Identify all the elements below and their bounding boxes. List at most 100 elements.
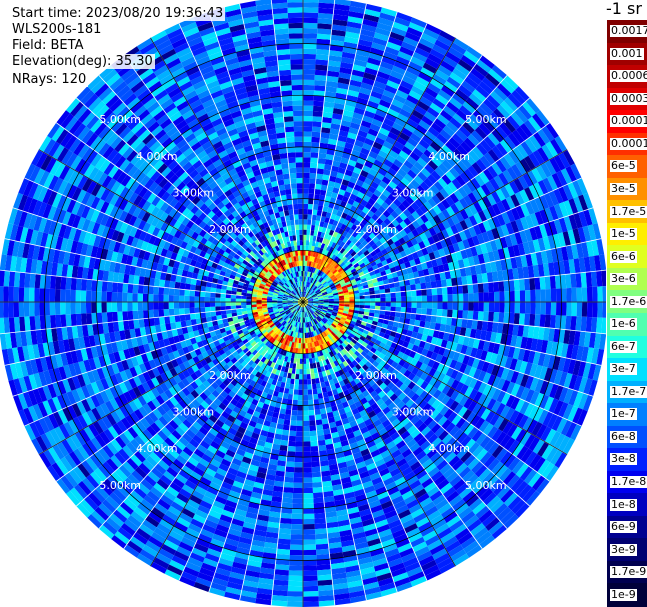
range-gate-cell <box>320 289 326 293</box>
range-gate-cell <box>408 22 425 33</box>
range-gate-cell <box>446 317 453 326</box>
range-gate-cell <box>378 445 389 454</box>
range-gate-cell <box>334 243 340 250</box>
range-gate-cell <box>318 305 324 308</box>
range-gate-cell <box>553 400 564 416</box>
range-gate-cell <box>349 333 355 339</box>
range-gate-cell <box>342 312 348 317</box>
range-gate-cell <box>510 477 524 493</box>
range-gate-cell <box>323 353 329 360</box>
range-gate-cell <box>351 259 358 266</box>
range-gate-cell <box>359 292 365 297</box>
range-gate-cell <box>582 394 594 412</box>
range-gate-cell <box>352 287 359 292</box>
range-gate-cell <box>389 31 405 42</box>
range-gate-cell <box>316 33 332 40</box>
range-gate-cell <box>332 321 338 327</box>
range-gate-cell <box>427 433 439 445</box>
range-gate-cell <box>514 231 523 245</box>
range-gate-cell <box>334 334 340 341</box>
range-gate-cell <box>311 278 315 284</box>
range-gate-cell <box>310 315 314 321</box>
range-gate-cell <box>329 44 344 52</box>
range-gate-cell <box>425 245 434 254</box>
range-gate-cell <box>364 291 370 296</box>
range-gate-cell <box>441 229 450 239</box>
range-gate-cell <box>375 305 381 311</box>
range-gate-cell <box>413 80 428 92</box>
range-gate-cell <box>426 145 438 156</box>
range-gate-cell <box>353 183 362 192</box>
range-gate-cell <box>351 117 363 125</box>
range-gate-cell <box>370 414 379 423</box>
range-gate-cell <box>499 355 508 368</box>
range-gate-cell <box>545 289 552 302</box>
range-gate-cell <box>507 93 522 109</box>
range-gate-cell <box>452 351 461 362</box>
range-gate-cell <box>517 267 525 280</box>
range-gate-cell <box>386 553 402 563</box>
range-gate-cell <box>498 418 509 432</box>
range-gate-cell <box>404 261 412 269</box>
range-gate-cell <box>328 339 334 346</box>
range-gate-cell <box>333 9 350 17</box>
range-gate-cell <box>439 129 452 141</box>
range-gate-cell <box>328 272 334 278</box>
range-gate-cell <box>337 322 344 328</box>
range-gate-cell <box>429 48 446 61</box>
range-gate-cell <box>411 331 418 339</box>
range-gate-cell <box>312 267 316 273</box>
range-gate-cell <box>314 74 327 81</box>
range-gate-cell <box>334 150 344 158</box>
range-gate-cell <box>460 344 468 355</box>
range-gate-cell <box>331 192 339 199</box>
range-gate-cell <box>432 44 448 56</box>
range-gate-cell <box>303 229 307 235</box>
range-gate-cell <box>472 402 483 415</box>
range-gate-cell <box>345 358 352 365</box>
range-gate-cell <box>348 235 356 242</box>
range-gate-cell <box>385 113 397 123</box>
range-gate-cell <box>311 131 321 138</box>
range-gate-cell <box>466 319 473 329</box>
range-gate-cell <box>303 90 315 96</box>
range-gate-cell <box>347 314 353 318</box>
range-gate-cell <box>476 484 490 498</box>
range-gate-cell <box>428 386 438 397</box>
range-gate-cell <box>462 354 471 365</box>
range-gate-cell <box>319 313 325 318</box>
range-gate-cell <box>308 302 314 305</box>
range-gate-cell <box>558 202 569 218</box>
range-gate-cell <box>408 61 423 72</box>
range-gate-cell <box>351 237 359 245</box>
range-gate-cell <box>308 289 313 294</box>
range-gate-cell <box>390 431 401 441</box>
range-gate-cell <box>413 243 422 252</box>
range-gate-cell <box>400 285 406 292</box>
range-gate-cell <box>385 302 391 307</box>
range-gate-cell <box>406 296 412 302</box>
range-gate-cell <box>420 412 430 423</box>
range-gate-cell <box>479 55 495 69</box>
range-gate-cell <box>409 337 417 345</box>
range-gate-cell <box>308 271 311 277</box>
range-gate-cell <box>525 389 535 403</box>
range-gate-cell <box>519 290 526 302</box>
range-gate-cell <box>425 569 442 581</box>
range-gate-cell <box>323 244 329 251</box>
range-gate-cell <box>464 375 473 387</box>
range-gate-cell <box>372 236 380 244</box>
range-gate-cell <box>317 158 326 165</box>
range-gate-cell <box>361 23 377 33</box>
range-gate-cell <box>350 278 357 284</box>
range-gate-cell <box>583 378 593 395</box>
range-gate-cell <box>421 308 427 315</box>
range-gate-cell <box>316 309 322 313</box>
range-gate-cell <box>389 330 397 338</box>
range-gate-cell <box>366 422 376 431</box>
range-gate-cell <box>360 120 372 129</box>
range-gate-cell <box>343 332 349 338</box>
range-gate-cell <box>340 271 347 277</box>
range-gate-cell <box>420 371 429 381</box>
range-gate-cell <box>357 282 363 288</box>
